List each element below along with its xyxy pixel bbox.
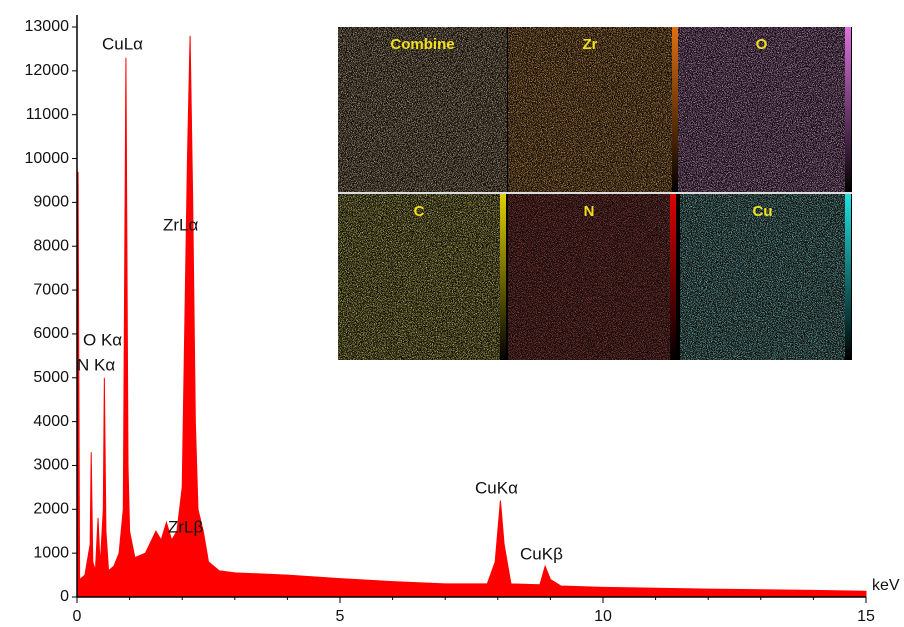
color-bar: [670, 194, 676, 360]
map-label: O: [756, 36, 768, 53]
annotation: CuKβ: [520, 544, 563, 563]
map-label: Zr: [583, 36, 598, 53]
y-tick-label: 12000: [25, 62, 70, 79]
x-tick-label: 10: [594, 608, 612, 625]
y-tick-label: 4000: [33, 413, 69, 430]
map-label: Combine: [390, 36, 454, 53]
element-map-noise: [508, 27, 672, 192]
annotation: CuKα: [475, 478, 518, 497]
annotation: CuLα: [102, 34, 143, 53]
y-tick-label: 3000: [33, 457, 69, 474]
color-bar: [672, 27, 678, 192]
plot-area: 0100020003000400050006000700080009000100…: [25, 15, 875, 625]
color-bar: [845, 27, 851, 192]
element-map-noise: [678, 27, 845, 192]
annotation: ZrLβ: [168, 517, 204, 536]
annotation: ZrLα: [163, 215, 199, 234]
y-tick-label: 7000: [33, 281, 69, 298]
map-label: Cu: [753, 203, 773, 220]
color-bar: [500, 194, 506, 360]
element-map-noise: [338, 27, 507, 192]
y-tick-label: 0: [60, 588, 69, 605]
map-label: C: [414, 203, 425, 220]
x-axis-label: keV: [872, 577, 900, 594]
y-tick-label: 2000: [33, 501, 69, 518]
inset-maps: Combine Zr O C N Cu: [338, 27, 852, 360]
y-tick-label: 10000: [25, 150, 70, 167]
spectrum-area: [76, 35, 867, 598]
y-tick-label: 6000: [33, 325, 69, 342]
y-tick-label: 11000: [26, 106, 69, 123]
y-tick-label: 9000: [33, 194, 69, 211]
element-map-noise: [508, 194, 670, 360]
x-tick-label: 15: [857, 608, 875, 625]
annotation: O Kα: [83, 330, 122, 349]
map-label: N: [584, 203, 595, 220]
y-tick-label: 13000: [25, 18, 70, 35]
y-tick-label: 1000: [33, 544, 69, 561]
x-tick-label: 5: [336, 608, 345, 625]
y-tick-label: 8000: [33, 237, 69, 254]
annotation: N Kα: [77, 355, 115, 374]
element-map-noise: [338, 194, 500, 360]
element-map-noise: [680, 194, 845, 360]
y-tick-label: 5000: [33, 369, 69, 386]
color-bar: [845, 194, 851, 360]
x-tick-label: 0: [73, 608, 82, 625]
